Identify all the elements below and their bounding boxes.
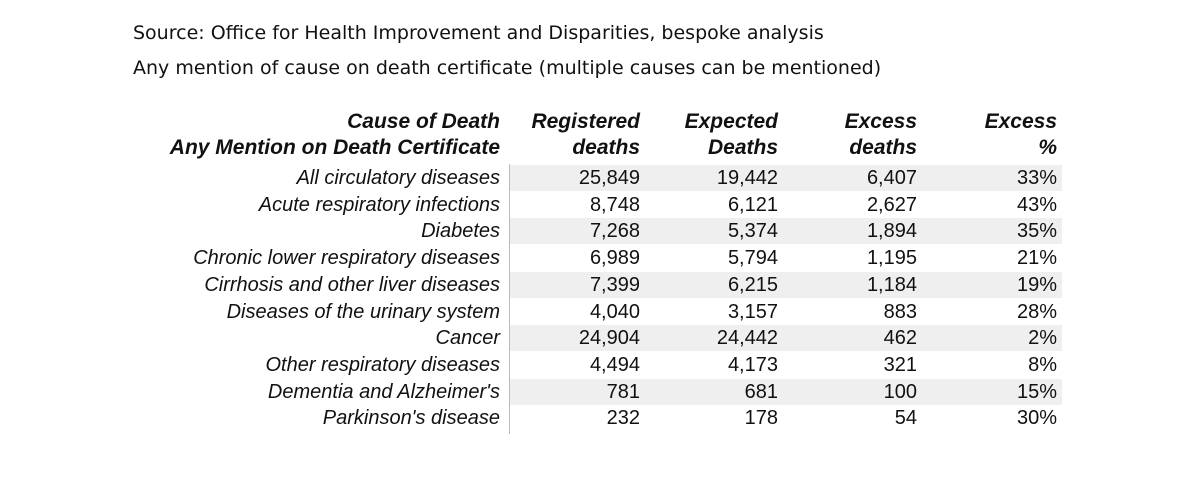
- table-cell: 35%: [1016, 220, 1057, 243]
- column-header: Deaths: [707, 136, 778, 159]
- table-cell: 178: [744, 407, 778, 430]
- row-label: Chronic lower respiratory diseases: [193, 247, 500, 270]
- table-cell: 25,849: [578, 167, 640, 189]
- table-cell: 883: [883, 300, 917, 323]
- table-cell: 8%: [1028, 353, 1057, 376]
- table-cell: 681: [744, 380, 778, 403]
- table-cell: 43%: [1016, 193, 1057, 216]
- row-label: Cancer: [435, 327, 500, 350]
- table-cell: 2%: [1028, 327, 1057, 350]
- table-cell: 33%: [1016, 167, 1057, 189]
- row-label: All circulatory diseases: [296, 167, 500, 189]
- column-header: %: [1038, 136, 1057, 159]
- table-cell: 462: [883, 327, 917, 350]
- row-label: Other respiratory diseases: [265, 353, 500, 376]
- column-header: Excess: [844, 110, 917, 133]
- table-cell: 4,173: [727, 353, 778, 376]
- column-divider: [509, 164, 510, 434]
- table-cell: 100: [883, 380, 917, 403]
- table-cell: 5,794: [727, 247, 778, 270]
- table-cell: 2,627: [866, 193, 917, 216]
- row-label: Cirrhosis and other liver diseases: [204, 273, 500, 296]
- column-header: Expected: [684, 110, 778, 133]
- table-cell: 54: [894, 407, 917, 430]
- table-cell: 15%: [1016, 380, 1057, 403]
- table-cell: 19%: [1016, 273, 1057, 296]
- table-cell: 30%: [1016, 407, 1057, 430]
- table-cell: 24,904: [578, 327, 640, 350]
- table-cell: 6,407: [866, 167, 917, 189]
- table-cell: 1,195: [866, 247, 917, 270]
- column-header: Registered: [531, 110, 640, 133]
- column-header: deaths: [572, 136, 640, 159]
- row-band: [510, 271, 1062, 298]
- table-cell: 5,374: [727, 220, 778, 243]
- table-cell: 7,268: [589, 220, 640, 243]
- table-cell: 6,121: [727, 193, 778, 216]
- column-header: Any Mention on Death Certificate: [169, 136, 500, 159]
- row-label: Acute respiratory infections: [258, 193, 500, 216]
- table-cell: 21%: [1016, 247, 1057, 270]
- table-cell: 781: [606, 380, 640, 403]
- table-cell: 3,157: [727, 300, 778, 323]
- table-cell: 1,894: [866, 220, 917, 243]
- column-header: deaths: [849, 136, 917, 159]
- table-cell: 7,399: [589, 273, 640, 296]
- table-cell: 4,494: [589, 353, 640, 376]
- row-label: Parkinson's disease: [322, 407, 500, 430]
- table-cell: 6,989: [589, 247, 640, 270]
- table-cell: 6,215: [727, 273, 778, 296]
- table-cell: 19,442: [716, 167, 778, 189]
- source-line: Source: Office for Health Improvement an…: [133, 22, 824, 44]
- row-band: [510, 165, 1062, 191]
- column-header: Cause of Death: [347, 110, 500, 133]
- table-cell: 28%: [1016, 300, 1057, 323]
- row-label: Diseases of the urinary system: [226, 300, 500, 323]
- table-cell: 321: [883, 353, 917, 376]
- row-band: [510, 218, 1062, 245]
- table-cell: 1,184: [866, 273, 917, 296]
- table-cell: 24,442: [716, 327, 778, 350]
- row-band: [510, 378, 1062, 405]
- source-line: Any mention of cause on death certificat…: [133, 57, 882, 79]
- row-label: Diabetes: [421, 220, 500, 243]
- table-cell: 232: [606, 407, 640, 430]
- table-cell: 8,748: [589, 193, 640, 216]
- column-header: Excess: [984, 110, 1057, 133]
- row-label: Dementia and Alzheimer's: [267, 380, 500, 403]
- table-cell: 4,040: [589, 300, 640, 323]
- row-band: [510, 325, 1062, 352]
